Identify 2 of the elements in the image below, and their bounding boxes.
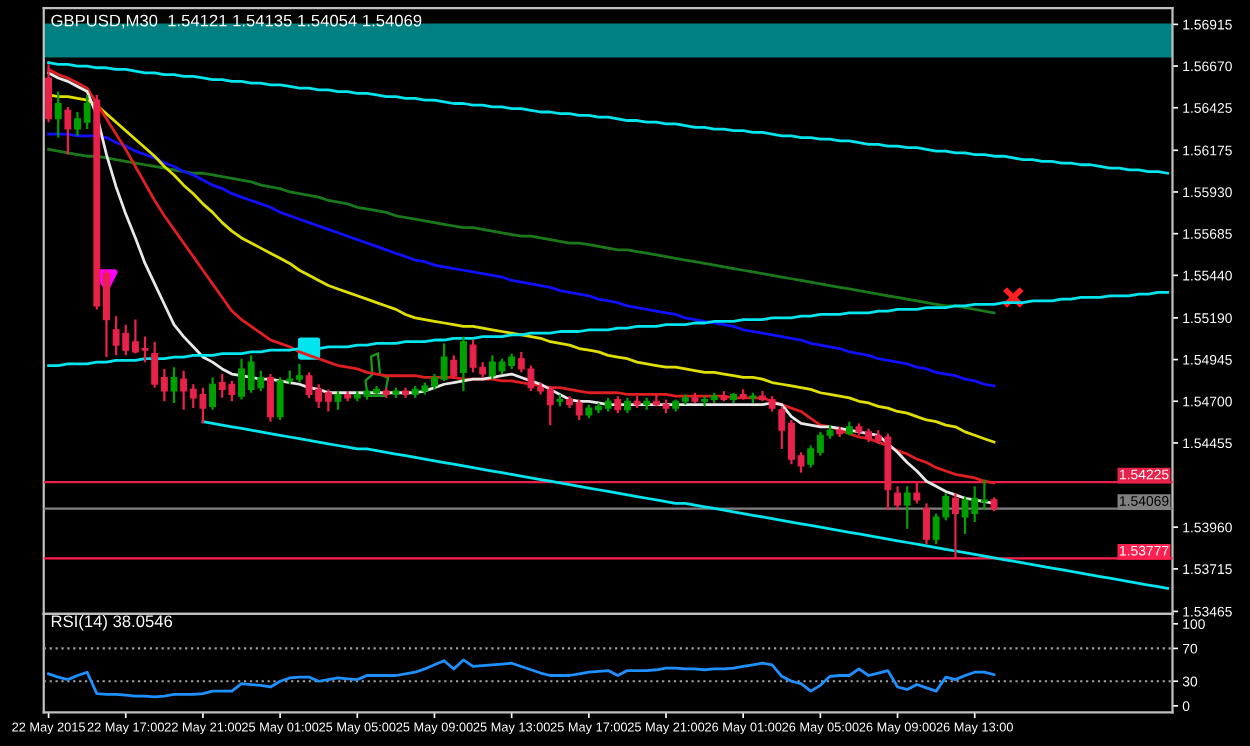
chart-title: RSI(14) 38.0546 [51, 614, 173, 631]
chart-title: GBPUSD,M30 1.54121 1.54135 1.54054 1.54069 [51, 14, 422, 29]
